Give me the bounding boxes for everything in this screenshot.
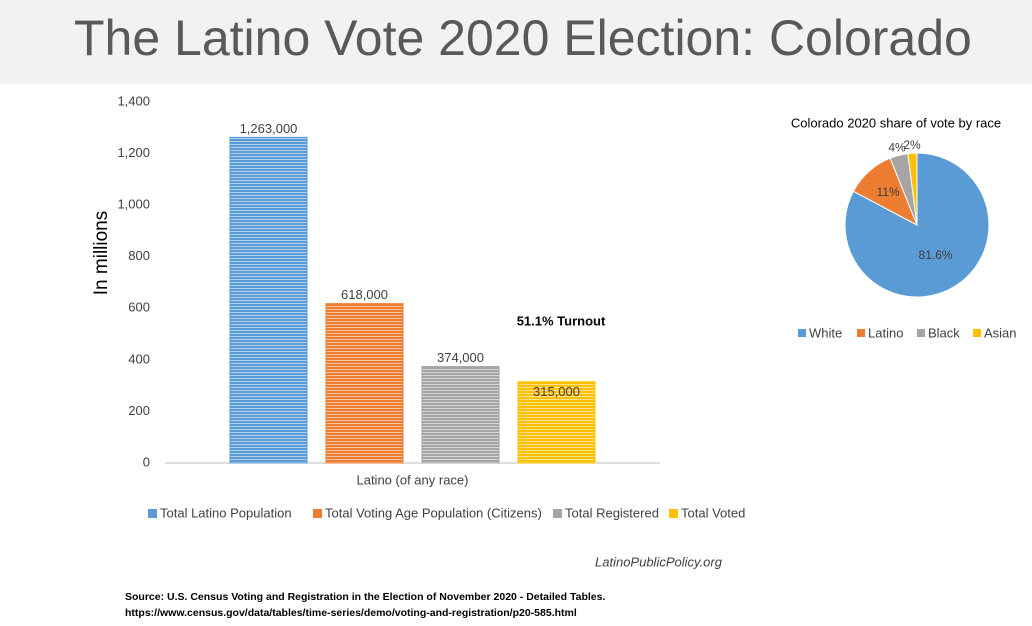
legend-swatch xyxy=(857,329,865,337)
data-label: 374,000 xyxy=(437,350,484,365)
source-url: https://www.census.gov/data/tables/time-… xyxy=(125,607,577,619)
pie-label: 2% xyxy=(903,138,921,152)
credit: LatinoPublicPolicy.org xyxy=(595,554,723,569)
header-band xyxy=(0,0,1032,84)
legend-swatch xyxy=(313,509,322,518)
y-tick-label: 200 xyxy=(128,403,150,418)
legend-label: Total Voted xyxy=(681,505,745,520)
bar xyxy=(517,381,596,464)
pie-label: 11% xyxy=(877,185,900,199)
y-tick-label: 800 xyxy=(128,248,150,263)
data-label: 618,000 xyxy=(341,287,388,302)
bar xyxy=(229,136,308,464)
legend-swatch xyxy=(148,509,157,518)
bar xyxy=(421,366,500,464)
y-tick-label: 1,400 xyxy=(117,93,150,108)
y-tick-label: 400 xyxy=(128,351,150,366)
legend-label: Latino xyxy=(868,325,903,340)
x-tick-label: Latino (of any race) xyxy=(356,472,468,487)
y-tick-label: 600 xyxy=(128,300,150,315)
bar xyxy=(325,303,404,464)
legend-label: Total Registered xyxy=(565,505,659,520)
y-tick-label: 0 xyxy=(143,454,150,469)
y-tick-label: 1,200 xyxy=(117,145,150,160)
legend-swatch xyxy=(669,509,678,518)
legend-swatch xyxy=(798,329,806,337)
legend-label: Total Latino Population xyxy=(160,505,292,520)
pie-label: 4% xyxy=(888,141,906,155)
legend-swatch xyxy=(917,329,925,337)
data-label: 1,263,000 xyxy=(240,121,298,136)
pie-label: 81.6% xyxy=(919,248,953,262)
legend-label: Total Voting Age Population (Citizens) xyxy=(325,505,542,520)
legend-label: White xyxy=(809,325,842,340)
y-axis-label: In millions xyxy=(91,211,112,295)
slide-title: The Latino Vote 2020 Election: Colorado xyxy=(74,10,972,66)
pie-title: Colorado 2020 share of vote by race xyxy=(791,115,1001,130)
pie-slice xyxy=(907,152,918,226)
legend-label: Asian xyxy=(984,325,1017,340)
legend-label: Black xyxy=(928,325,960,340)
source-line: Source: U.S. Census Voting and Registrat… xyxy=(125,591,605,603)
data-label: 315,000 xyxy=(533,384,580,399)
y-tick-label: 1,000 xyxy=(117,197,150,212)
legend-swatch xyxy=(553,509,562,518)
annotation: 51.1% Turnout xyxy=(517,313,606,328)
legend-swatch xyxy=(973,329,981,337)
